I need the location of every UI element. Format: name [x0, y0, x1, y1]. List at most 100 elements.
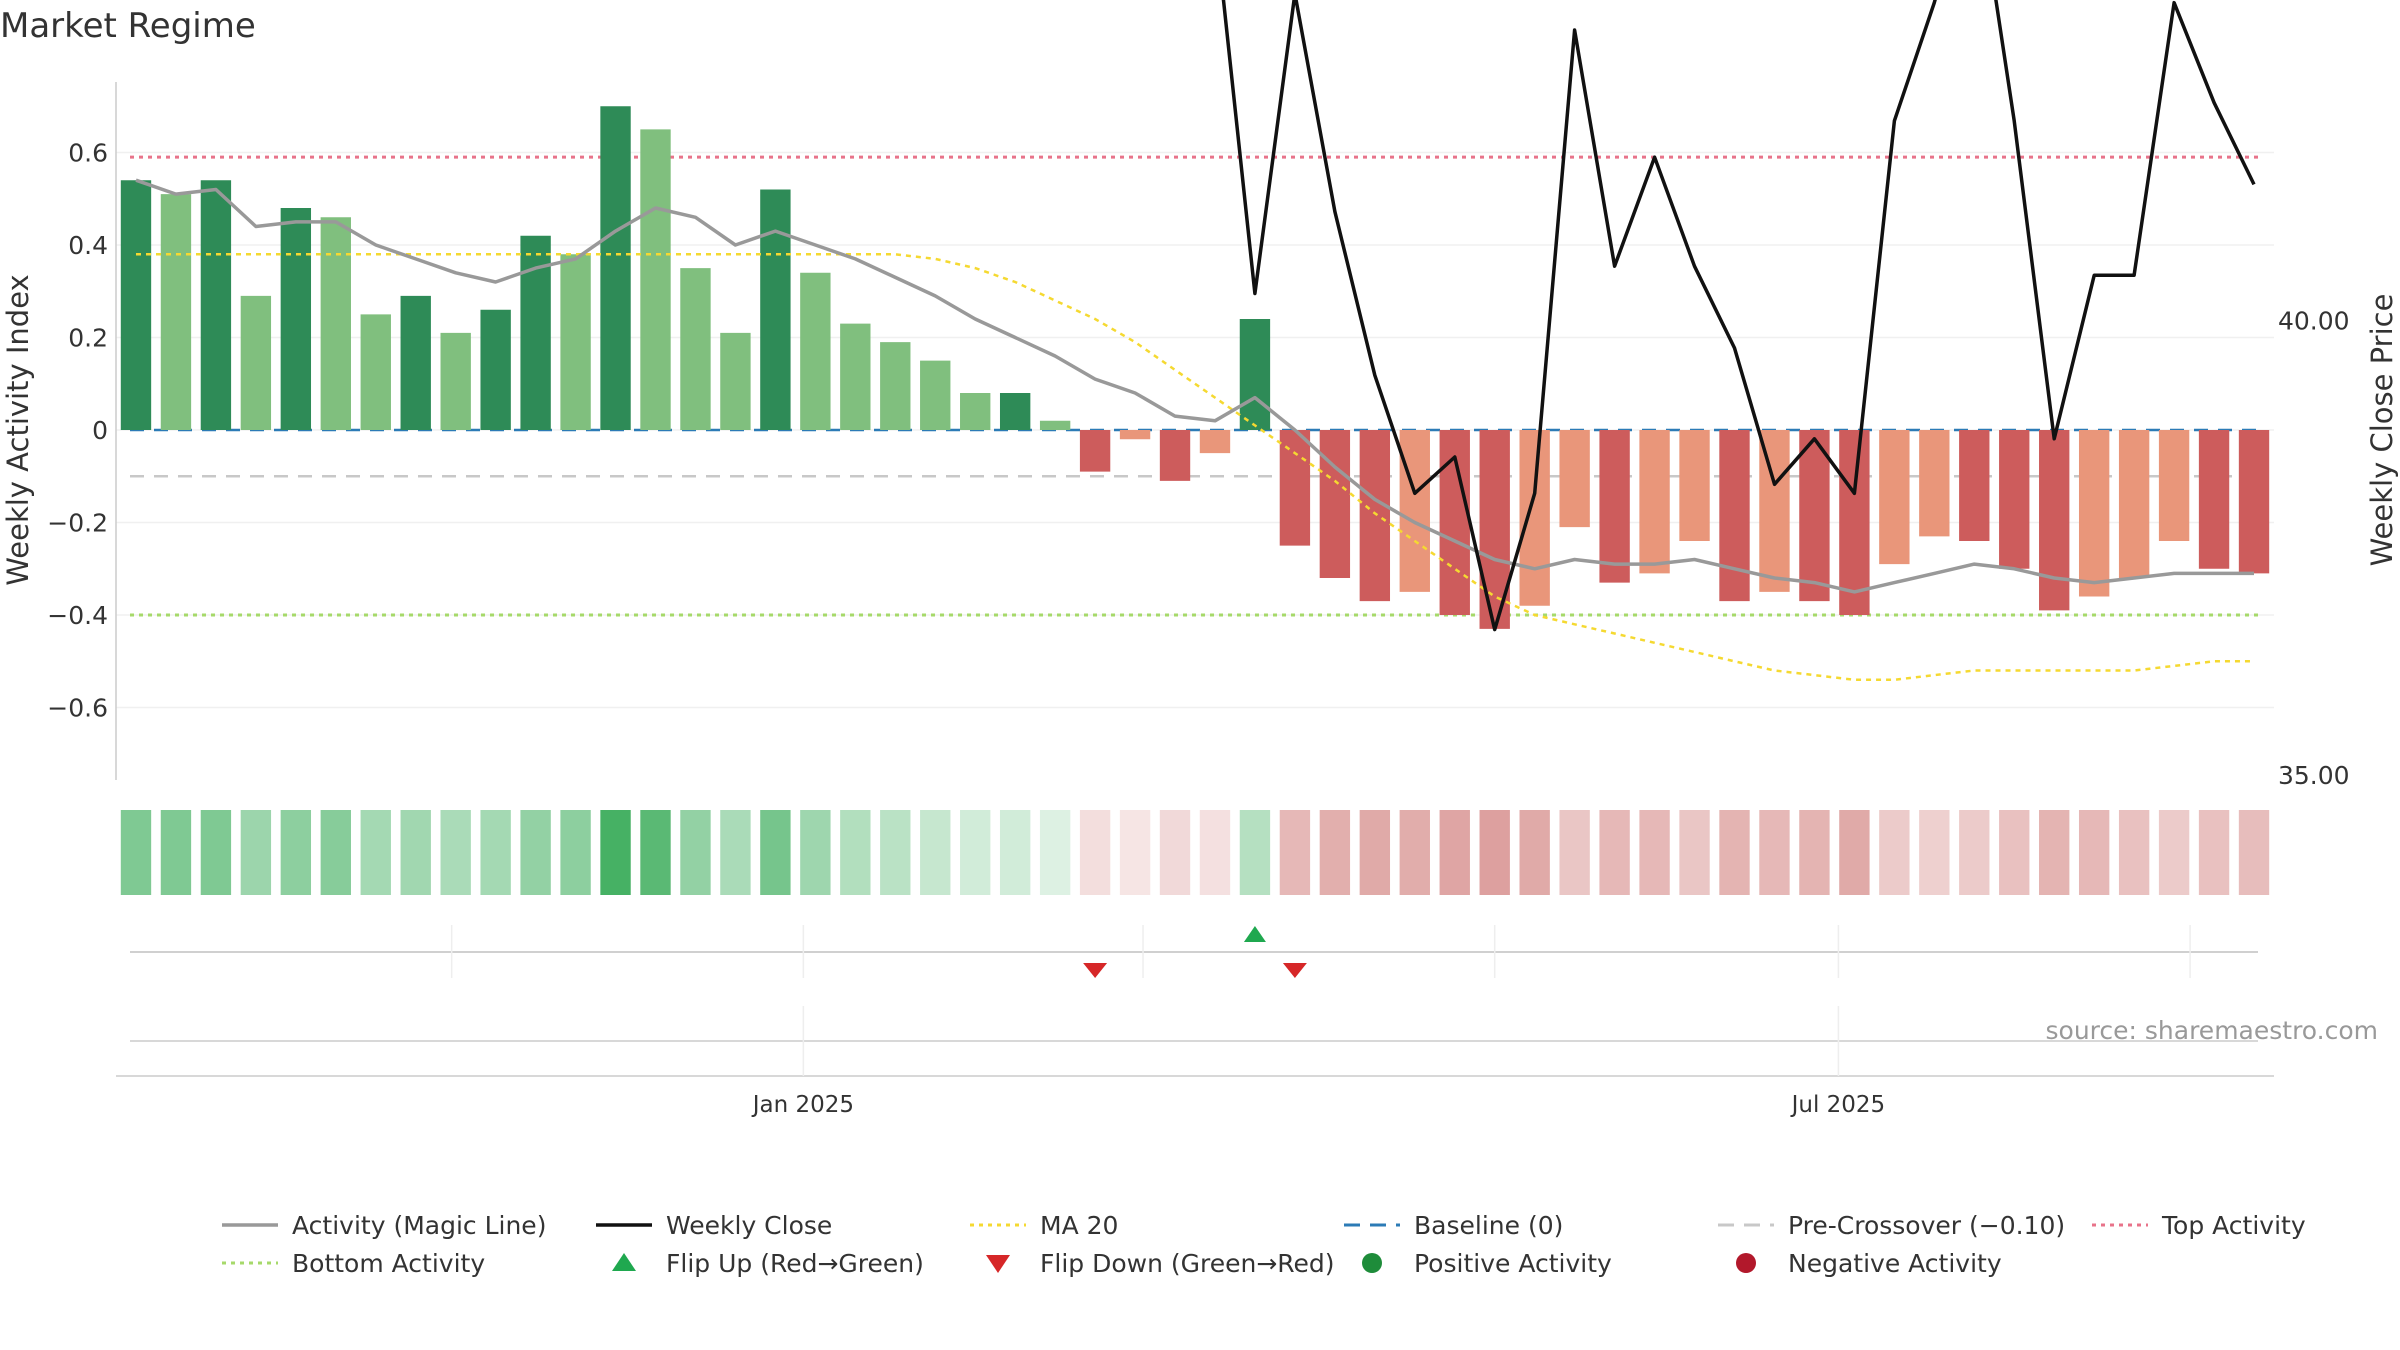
activity-bar	[1359, 430, 1391, 602]
heat-strip-cell	[1559, 810, 1590, 895]
heat-strip-cell	[720, 810, 751, 895]
heat-strip-cell	[960, 810, 991, 895]
heat-strip-cell	[1519, 810, 1550, 895]
legend-label: Baseline (0)	[1414, 1211, 1563, 1240]
heat-strip-cell	[1439, 810, 1470, 895]
heat-strip-cell	[999, 810, 1031, 895]
magic-line	[135, 178, 2254, 594]
activity-bar	[1599, 430, 1630, 583]
legend-label: Positive Activity	[1414, 1249, 1612, 1278]
ma20-line	[136, 253, 2254, 682]
heat-strip-cell	[480, 810, 511, 895]
activity-bar	[840, 323, 871, 430]
activity-bar	[2039, 430, 2070, 611]
heat-strip-cell	[200, 810, 232, 895]
y-tick-label: −0.6	[47, 694, 108, 723]
heat-strip-cell	[240, 810, 272, 895]
activity-bar	[440, 332, 471, 430]
activity-bar	[280, 208, 312, 430]
heat-strip-cell	[360, 810, 391, 895]
heat-strip-cell	[1239, 810, 1271, 895]
legend-label: Flip Down (Green→Red)	[1040, 1249, 1335, 1278]
heat-strip-cell	[320, 810, 351, 895]
flip-down-marker	[1083, 963, 1108, 978]
heat-strip-cell	[840, 810, 871, 895]
reference-lines	[130, 155, 2258, 617]
heat-strip-cell	[680, 810, 711, 895]
heat-strip-cell	[1959, 810, 1990, 895]
flip-down-marker	[1282, 963, 1307, 978]
heat-strip-cell	[1319, 810, 1351, 895]
activity-bar	[1999, 430, 2030, 569]
heat-strip-cell	[2238, 810, 2270, 895]
legend-item: Flip Up (Red→Green)	[612, 1249, 924, 1278]
heat-strip-cell	[2158, 810, 2190, 895]
heat-strip-cell	[1399, 810, 1430, 895]
activity-bar	[1519, 430, 1550, 606]
source-note: source: sharemaestro.com	[2046, 1016, 2379, 1045]
activity-bar	[800, 272, 831, 430]
legend-item: Weekly Close	[596, 1211, 832, 1240]
heat-strip-cell	[120, 810, 152, 895]
y-tick-label: −0.2	[47, 509, 108, 538]
heat-strip-cell	[1639, 810, 1670, 895]
activity-bar	[160, 194, 192, 430]
activity-bar	[999, 393, 1031, 430]
heat-strip-cell	[2198, 810, 2230, 895]
activity-bar	[1279, 430, 1311, 546]
heat-strip-cell	[800, 810, 831, 895]
heat-strip-cell	[880, 810, 911, 895]
activity-bar	[480, 309, 511, 430]
activity-bar	[1559, 430, 1590, 528]
heat-strip-cell	[1479, 810, 1510, 895]
activity-bar	[640, 129, 671, 430]
activity-bar	[2078, 430, 2110, 597]
activity-bar	[1239, 319, 1271, 430]
activity-bar	[1159, 430, 1191, 481]
legend-swatch	[1362, 1253, 1382, 1273]
activity-bar	[920, 360, 951, 430]
legend-label: Top Activity	[2161, 1211, 2306, 1240]
activity-bar	[1039, 420, 1071, 430]
activity-bar	[600, 106, 631, 430]
heat-strip-cell	[1879, 810, 1910, 895]
activity-bars	[120, 106, 2270, 629]
heat-strip-cell	[1759, 810, 1790, 895]
legend-swatch	[612, 1253, 636, 1271]
heat-strip-cell	[2078, 810, 2110, 895]
legend-item: Baseline (0)	[1344, 1211, 1563, 1240]
activity-bar	[1199, 430, 1231, 454]
activity-bar	[400, 295, 431, 430]
legend-item: Pre-Crossover (−0.10)	[1718, 1211, 2065, 1240]
legend-item: Activity (Magic Line)	[222, 1211, 546, 1240]
activity-bar	[1799, 430, 1830, 602]
activity-bar	[2158, 430, 2190, 541]
activity-bar	[880, 342, 911, 430]
activity-bar	[1319, 430, 1351, 578]
y-tick-label: 0	[92, 416, 108, 445]
activity-bar	[1119, 430, 1151, 440]
heat-strip-cell	[760, 810, 791, 895]
heat-strip-cell	[1159, 810, 1191, 895]
heat-strip-cell	[280, 810, 312, 895]
heat-strip-cell	[1079, 810, 1111, 895]
heat-strip-cell	[400, 810, 431, 895]
activity-bar	[1079, 430, 1111, 472]
heat-strip-cell	[1119, 810, 1151, 895]
legend-item: Positive Activity	[1362, 1249, 1612, 1278]
activity-bar	[320, 217, 351, 430]
activity-bar	[1679, 430, 1710, 541]
activity-bar	[560, 254, 591, 430]
heat-strip-cell	[560, 810, 591, 895]
activity-bar	[360, 314, 391, 430]
y2-axis-label: Weekly Close Price	[2365, 294, 2399, 567]
y-axis-label: Weekly Activity Index	[1, 274, 35, 585]
legend-swatch	[1736, 1253, 1756, 1273]
lower-panel: Jan 2025 Jul 2025	[116, 1006, 2274, 1118]
legend-label: Negative Activity	[1788, 1249, 2002, 1278]
legend-label: Activity (Magic Line)	[292, 1211, 546, 1240]
legend-item: Flip Down (Green→Red)	[986, 1249, 1335, 1278]
legend-item: Negative Activity	[1736, 1249, 2002, 1278]
x-tick-label: Jul 2025	[1790, 1092, 1886, 1118]
